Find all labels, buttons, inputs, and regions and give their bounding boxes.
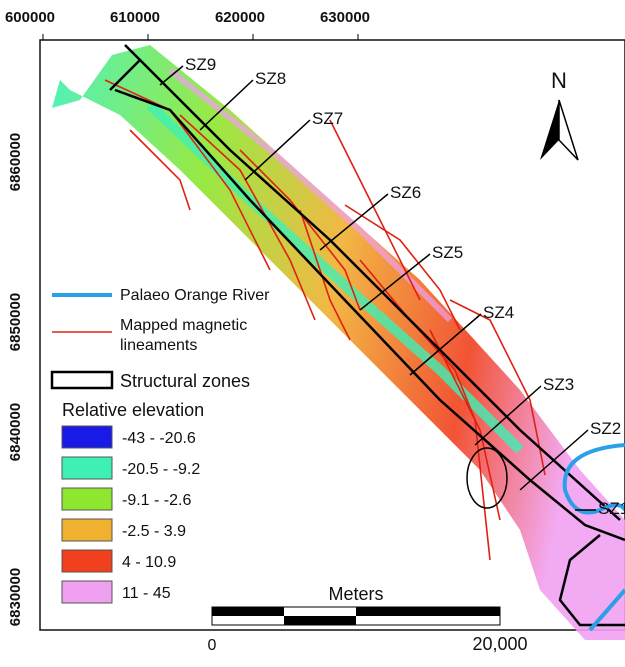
elevation-swatch (61, 487, 113, 511)
legend-lineaments: lineaments (120, 337, 197, 354)
legend-river: Palaeo Orange River (120, 287, 270, 304)
zone-label: SZ9 (185, 55, 216, 74)
zone-label: SZ5 (432, 243, 463, 262)
zone-leader (474, 385, 542, 446)
elevation-swatch (61, 549, 113, 573)
zone-leader (409, 313, 482, 376)
zone-leader (159, 65, 184, 86)
legend-zones: Structural zones (120, 371, 250, 391)
y-coord-label: 6850000 (7, 293, 24, 351)
zone-label: SZ6 (390, 183, 421, 202)
elevation-label: 11 - 45 (122, 585, 171, 602)
scale-start: 0 (208, 637, 217, 654)
zone-label: SZ3 (543, 375, 574, 394)
legend: Palaeo Orange River Mapped magnetic line… (50, 287, 270, 420)
zone-label: SZ2 (590, 419, 621, 438)
legend-lineaments: Mapped magnetic (120, 317, 247, 334)
elevation-swatch (61, 456, 113, 480)
elevation-label: -2.5 - 3.9 (122, 523, 186, 540)
legend-title: Relative elevation (62, 400, 204, 420)
river (562, 443, 625, 632)
zone-key (50, 370, 114, 390)
zone-leader (519, 429, 589, 491)
elevation-label: -9.1 - -2.6 (122, 492, 191, 509)
elevation-label: -20.5 - -9.2 (122, 461, 200, 478)
zone-leader (244, 119, 311, 181)
zone-leaders (159, 65, 596, 511)
elevation-swatch (61, 518, 113, 542)
x-coord-label: 630000 (320, 9, 370, 26)
x-coord-label: 620000 (215, 9, 265, 26)
north-label: N (551, 68, 567, 93)
zone-label: SZ7 (312, 109, 343, 128)
zone-leader (359, 253, 431, 311)
zone-label: SZ8 (255, 69, 286, 88)
elevation-label: 4 - 10.9 (122, 554, 176, 571)
zone-leader (319, 193, 389, 251)
scale-unit: Meters (328, 584, 383, 604)
scale-end: 20,000 (472, 634, 527, 654)
x-coord-label: 610000 (110, 9, 160, 26)
structural-zones (109, 44, 625, 627)
north-arrow (540, 99, 579, 161)
y-coord-label: 6840000 (7, 403, 24, 461)
y-coord-label: 6830000 (7, 568, 24, 626)
scale-bar: Meters 0 20,000 (208, 584, 528, 654)
elevation-swatch (61, 425, 113, 449)
elevation-swatch (61, 580, 113, 604)
y-coord-label: 6860000 (7, 133, 24, 191)
terrain (52, 45, 625, 640)
zone-label: SZ4 (483, 303, 514, 322)
lineaments (104, 79, 546, 561)
zone-label: SZ1 (598, 499, 625, 518)
elevation-label: -43 - -20.6 (122, 430, 196, 447)
x-coord-label: 600000 (5, 9, 55, 26)
zone-leader (199, 79, 254, 131)
